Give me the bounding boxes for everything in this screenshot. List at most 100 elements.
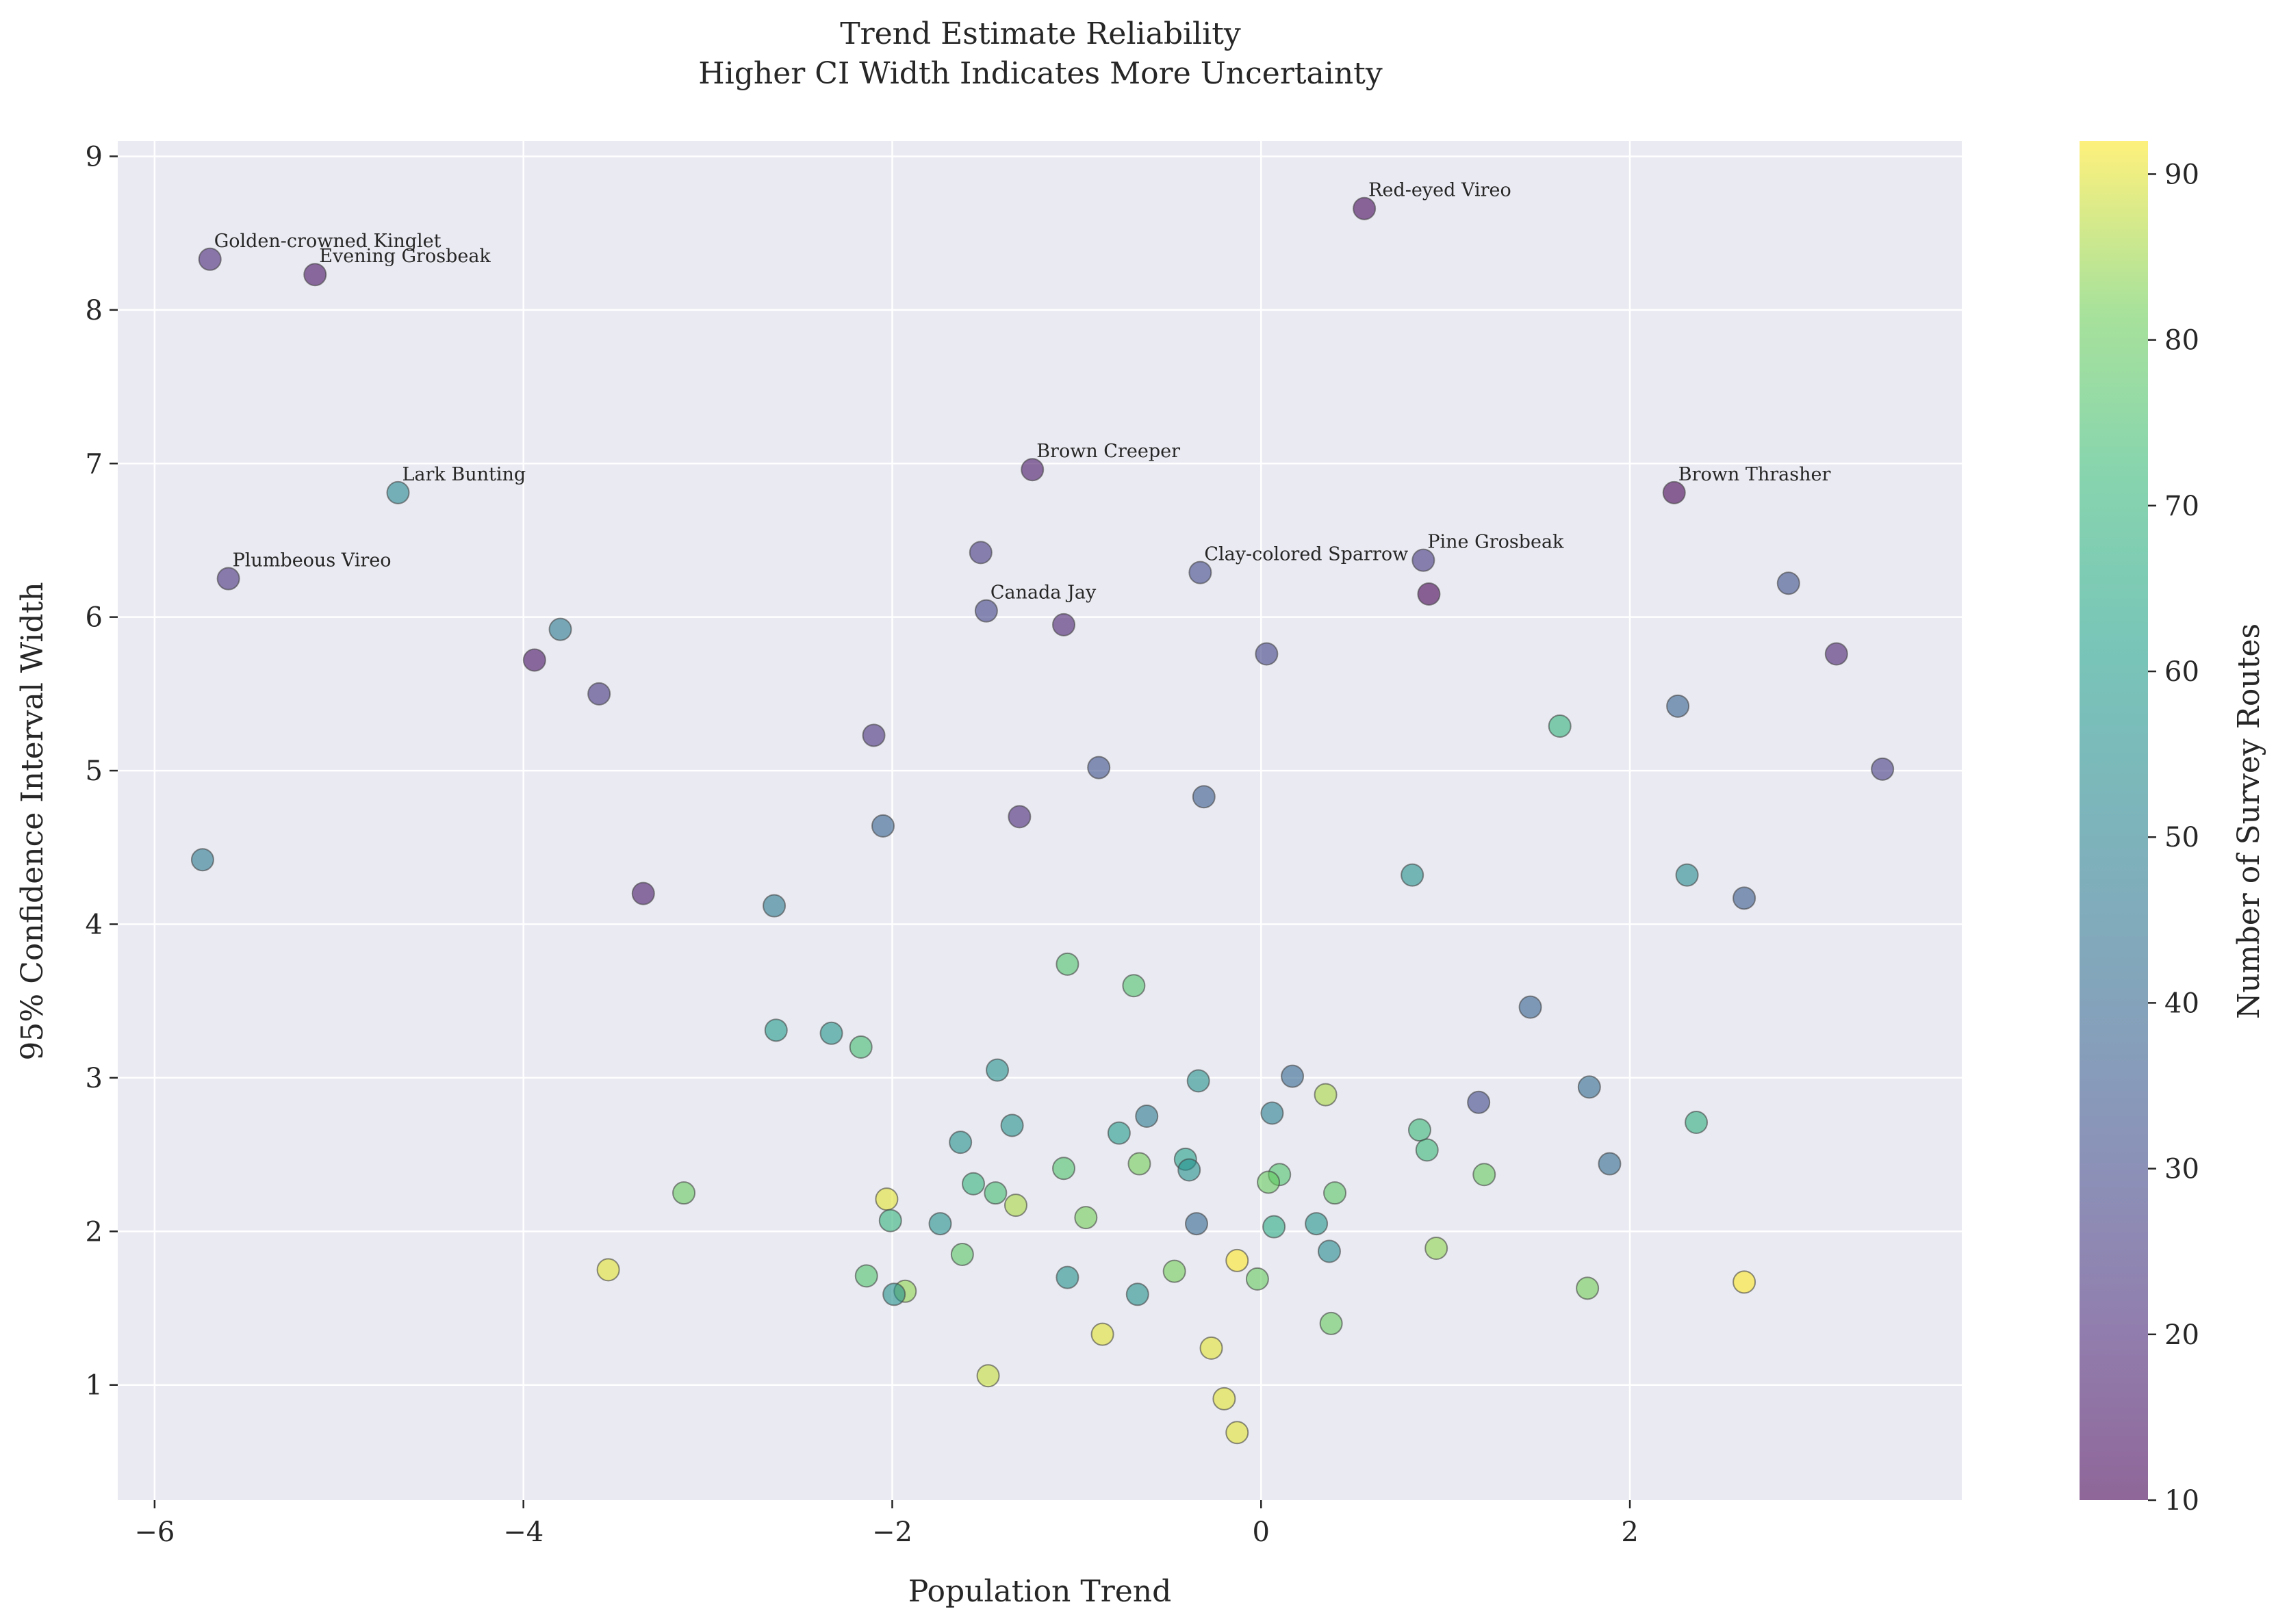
x-tick-label: −2 xyxy=(872,1517,912,1548)
colorbar-tick-label: 80 xyxy=(2164,325,2199,357)
data-point xyxy=(1225,1421,1249,1445)
colorbar-tick-label: 70 xyxy=(2164,491,2199,522)
data-point xyxy=(1824,642,1848,666)
data-point xyxy=(1192,785,1216,809)
data-point xyxy=(596,1258,620,1282)
data-point xyxy=(862,723,886,747)
data-point xyxy=(1107,1121,1131,1145)
data-point xyxy=(1056,952,1079,976)
y-tick-label: 6 xyxy=(86,602,103,634)
data-point xyxy=(1548,714,1572,738)
data-point xyxy=(763,894,787,918)
data-point xyxy=(1281,1064,1305,1088)
data-point xyxy=(1666,694,1690,718)
data-point xyxy=(1353,196,1377,220)
data-point xyxy=(303,263,327,287)
data-point xyxy=(1685,1110,1709,1134)
data-point xyxy=(1662,480,1686,504)
point-annotation: Pine Grosbeak xyxy=(1427,532,1564,553)
x-tick-label: 0 xyxy=(1253,1517,1270,1548)
data-point xyxy=(548,617,572,641)
data-point xyxy=(1467,1090,1491,1114)
data-point xyxy=(1188,560,1212,584)
chart-subtitle: Higher CI Width Indicates More Uncertain… xyxy=(698,56,1383,91)
data-point xyxy=(878,1209,902,1233)
data-point xyxy=(1576,1276,1600,1300)
x-axis: −6 −4 −2 0 2 xyxy=(134,1500,1639,1548)
data-point xyxy=(819,1021,843,1045)
data-point xyxy=(1245,1267,1269,1291)
data-point xyxy=(986,1058,1010,1082)
data-point xyxy=(1186,1069,1210,1093)
data-point xyxy=(672,1181,696,1205)
data-point xyxy=(1260,1101,1284,1125)
data-point xyxy=(1003,1194,1027,1217)
data-point xyxy=(1518,995,1542,1019)
data-point xyxy=(976,1364,1000,1388)
data-point xyxy=(1052,1157,1076,1181)
y-tick-label: 5 xyxy=(86,756,103,787)
data-point xyxy=(962,1172,986,1196)
y-tick-label: 9 xyxy=(86,141,103,172)
data-point xyxy=(386,480,410,504)
data-point xyxy=(1598,1152,1622,1176)
colorbar-tick-label: 10 xyxy=(2164,1485,2199,1517)
point-annotation: Golden-crowned Kinglet xyxy=(214,231,442,252)
colorbar-ticks: 10 20 30 40 50 60 70 80 90 xyxy=(2148,159,2199,1517)
data-point xyxy=(1401,863,1424,887)
data-point xyxy=(1262,1215,1286,1239)
data-point xyxy=(1052,613,1076,636)
y-axis-label: 95% Confidence Interval Width xyxy=(15,582,50,1060)
y-tick-label: 8 xyxy=(86,295,103,326)
colorbar-tick-label: 60 xyxy=(2164,656,2199,688)
data-point xyxy=(1212,1387,1236,1410)
colorbar-tick-label: 30 xyxy=(2164,1154,2199,1185)
data-point xyxy=(1135,1104,1159,1128)
colorbar-tick-label: 90 xyxy=(2164,159,2199,190)
data-point xyxy=(950,1242,974,1266)
data-points xyxy=(190,196,1895,1445)
data-point xyxy=(1411,548,1435,572)
data-point xyxy=(1732,1270,1756,1294)
x-tick-label: 2 xyxy=(1621,1517,1638,1548)
colorbar xyxy=(2080,141,2148,1500)
plot-area xyxy=(118,141,1962,1500)
data-point xyxy=(1675,863,1699,887)
data-point xyxy=(1122,974,1146,998)
colorbar-label: Number of Survey Routes xyxy=(2232,623,2266,1019)
data-point xyxy=(1225,1248,1249,1272)
point-annotation: Clay-colored Sparrow xyxy=(1204,544,1408,565)
data-point xyxy=(875,1187,899,1211)
data-point xyxy=(1074,1206,1098,1230)
colorbar-tick-label: 20 xyxy=(2164,1319,2199,1351)
x-tick-label: −4 xyxy=(503,1517,544,1548)
data-point xyxy=(1407,1118,1431,1142)
data-point xyxy=(984,1181,1008,1205)
point-annotation: Plumbeous Vireo xyxy=(233,550,392,571)
data-point xyxy=(854,1264,878,1288)
data-point xyxy=(1162,1259,1186,1283)
data-point xyxy=(1125,1283,1149,1306)
data-point xyxy=(1000,1113,1024,1137)
data-point xyxy=(587,682,611,706)
data-point xyxy=(1319,1311,1343,1335)
data-point xyxy=(1323,1181,1347,1205)
data-point xyxy=(764,1018,788,1042)
data-point xyxy=(1305,1212,1329,1236)
data-point xyxy=(928,1212,952,1236)
data-point xyxy=(1184,1212,1208,1236)
data-point xyxy=(1472,1163,1496,1187)
data-point xyxy=(631,881,655,905)
data-point xyxy=(1199,1336,1223,1360)
data-point xyxy=(1314,1083,1338,1107)
data-point xyxy=(1021,458,1045,482)
y-tick-label: 3 xyxy=(86,1063,103,1094)
data-point xyxy=(1317,1239,1341,1263)
data-point xyxy=(1776,571,1800,595)
data-point xyxy=(198,247,222,271)
data-point xyxy=(969,541,993,565)
data-point xyxy=(216,567,240,591)
point-annotation: Brown Thrasher xyxy=(1678,464,1831,485)
